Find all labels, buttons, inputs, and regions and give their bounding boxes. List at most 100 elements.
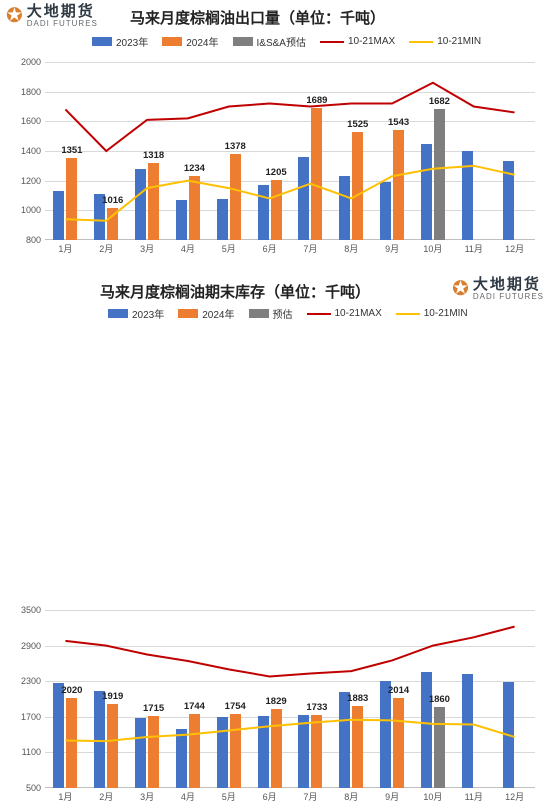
data-label: 2014 xyxy=(388,685,409,696)
logo-cn: 大地期货 xyxy=(473,277,544,293)
bar-2023 xyxy=(421,672,432,788)
data-label: 1543 xyxy=(388,117,409,128)
bar-2024 xyxy=(230,154,241,240)
data-label: 2020 xyxy=(61,685,82,696)
y-tick-label: 500 xyxy=(26,783,45,793)
logo-cn: 大地期货 xyxy=(27,4,98,20)
bar-2023 xyxy=(53,683,64,788)
bar-2024 xyxy=(352,706,363,788)
x-tick-label: 3月 xyxy=(140,788,154,803)
x-tick-label: 6月 xyxy=(263,240,277,255)
x-tick-label: 7月 xyxy=(303,788,317,803)
bar-2023 xyxy=(503,682,514,788)
bar-2024 xyxy=(230,714,241,788)
bar-2023 xyxy=(258,716,269,788)
grid-line xyxy=(45,610,535,611)
grid-line xyxy=(45,92,535,93)
bar-2023 xyxy=(462,151,473,240)
legend-min: 10-21MIN xyxy=(409,36,481,47)
bar-2024 xyxy=(148,716,159,788)
bottom-chart-plot: 500110017002300290035001月20202月19193月171… xyxy=(45,610,535,788)
bar-2024 xyxy=(107,704,118,788)
bar-2024 xyxy=(393,698,404,788)
bar-2024 xyxy=(107,208,118,240)
bar-2023 xyxy=(135,169,146,240)
legend-2024: 2024年 xyxy=(162,34,218,49)
brand-logo-bottom: ✪ 大地期货 DADI FUTURES xyxy=(452,277,544,301)
x-tick-label: 11月 xyxy=(465,240,483,255)
bar-2024 xyxy=(311,108,322,240)
data-label: 1883 xyxy=(347,693,368,704)
bar-2023 xyxy=(217,717,228,788)
data-label: 1733 xyxy=(306,702,327,713)
legend-2023: 2023年 xyxy=(92,34,148,49)
bottom-chart-legend: 2023年 2024年 预估 10-21MAX 10-21MIN xyxy=(108,306,468,321)
top-chart-title: 马来月度棕榈油出口量（单位：千吨） xyxy=(130,7,385,28)
bar-2023 xyxy=(339,176,350,240)
y-tick-label: 1800 xyxy=(21,87,45,97)
globe-icon: ✪ xyxy=(452,279,469,299)
bar-2023 xyxy=(135,718,146,788)
y-tick-label: 1100 xyxy=(22,747,45,757)
data-label: 1689 xyxy=(306,95,327,106)
logo-en: DADI FUTURES xyxy=(473,293,544,301)
bar-2023 xyxy=(380,182,391,240)
grid-line xyxy=(45,62,535,63)
x-tick-label: 8月 xyxy=(344,788,358,803)
data-label: 1919 xyxy=(102,691,123,702)
x-tick-label: 9月 xyxy=(385,240,399,255)
data-label: 1829 xyxy=(266,696,287,707)
x-tick-label: 12月 xyxy=(505,788,524,803)
legend-2023: 2023年 xyxy=(108,306,164,321)
bar-2023 xyxy=(258,185,269,240)
x-tick-label: 2月 xyxy=(99,240,113,255)
x-tick-label: 3月 xyxy=(140,240,154,255)
data-label: 1205 xyxy=(266,167,287,178)
bar-2024 xyxy=(66,698,77,788)
y-tick-label: 1700 xyxy=(21,712,45,722)
data-label: 1754 xyxy=(225,701,246,712)
y-tick-label: 1200 xyxy=(21,176,45,186)
grid-line xyxy=(45,646,535,647)
top-chart-legend: 2023年 2024年 I&S&A预估 10-21MAX 10-21MIN xyxy=(92,34,481,49)
data-label: 1234 xyxy=(184,163,205,174)
logo-en: DADI FUTURES xyxy=(27,20,98,28)
bar-2023 xyxy=(53,191,64,240)
data-label: 1744 xyxy=(184,701,205,712)
x-tick-label: 5月 xyxy=(222,240,236,255)
x-tick-label: 10月 xyxy=(423,788,442,803)
inventory-chart-panel: 马来月度棕榈油期末库存（单位：千吨） ✪ 大地期货 DADI FUTURES 2… xyxy=(0,274,550,548)
legend-max: 10-21MAX xyxy=(320,36,395,47)
bar-2024 xyxy=(271,180,282,240)
y-tick-label: 800 xyxy=(26,235,45,245)
y-tick-label: 1600 xyxy=(21,116,45,126)
bar-2023 xyxy=(503,161,514,240)
legend-min: 10-21MIN xyxy=(396,308,468,319)
y-tick-label: 1400 xyxy=(21,146,45,156)
bar-2024 xyxy=(352,132,363,240)
bar-2023 xyxy=(176,729,187,788)
data-label: 1525 xyxy=(347,119,368,130)
x-tick-label: 1月 xyxy=(58,240,72,255)
x-tick-label: 12月 xyxy=(505,240,524,255)
legend-est: 预估 xyxy=(249,306,293,321)
bar-2023 xyxy=(462,674,473,788)
x-tick-label: 4月 xyxy=(181,788,195,803)
bottom-chart-title: 马来月度棕榈油期末库存（单位：千吨） xyxy=(100,281,370,302)
bar-est xyxy=(434,109,445,240)
x-tick-label: 4月 xyxy=(181,240,195,255)
x-tick-label: 8月 xyxy=(344,240,358,255)
bar-2023 xyxy=(94,691,105,788)
bar-2023 xyxy=(217,199,228,240)
y-tick-label: 2000 xyxy=(21,57,45,67)
y-tick-label: 1000 xyxy=(21,205,45,215)
export-chart-panel: ✪ 大地期货 DADI FUTURES 马来月度棕榈油出口量（单位：千吨） 20… xyxy=(0,0,550,274)
brand-logo-top: ✪ 大地期货 DADI FUTURES xyxy=(6,4,98,28)
bar-2024 xyxy=(311,715,322,788)
legend-est: I&S&A预估 xyxy=(233,34,306,49)
data-label: 1682 xyxy=(429,96,450,107)
x-tick-label: 1月 xyxy=(58,788,72,803)
bar-2023 xyxy=(421,144,432,240)
data-label: 1715 xyxy=(143,703,164,714)
top-chart-plot: 8001000120014001600180020001月13512月10163… xyxy=(45,62,535,240)
